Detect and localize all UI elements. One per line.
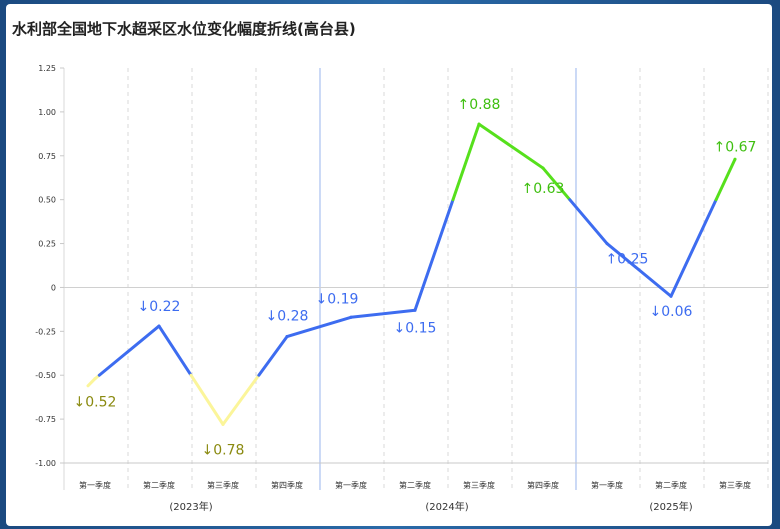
x-tick-label: 第一季度 xyxy=(79,480,111,490)
series-segment xyxy=(285,315,353,339)
series-segment xyxy=(349,308,417,319)
data-point xyxy=(605,242,609,246)
data-label: ↑0.88 xyxy=(458,97,501,113)
series-line xyxy=(86,122,737,426)
data-point xyxy=(733,157,737,161)
data-point xyxy=(157,324,161,328)
data-label: ↓0.22 xyxy=(138,299,181,315)
data-point xyxy=(221,422,225,426)
x-tick-label: 第一季度 xyxy=(591,480,623,490)
series-segment xyxy=(714,157,737,202)
data-label: ↑0.25 xyxy=(606,252,649,268)
series-segment xyxy=(413,198,455,312)
x-tick-label: 第二季度 xyxy=(143,480,175,490)
series-segment xyxy=(541,166,572,202)
data-label: ↓0.19 xyxy=(316,291,359,307)
x-tick-label: 第三季度 xyxy=(463,480,495,490)
series-segment xyxy=(97,324,161,377)
year-label: (2023年) xyxy=(169,500,212,513)
year-label: (2025年) xyxy=(649,500,692,513)
series-segment xyxy=(257,335,289,377)
grid-layer xyxy=(63,68,769,490)
y-tick-label: 1.00 xyxy=(38,108,56,117)
series-segment xyxy=(477,122,545,170)
x-tick-label: 第二季度 xyxy=(655,480,687,490)
x-tick-label: 第一季度 xyxy=(335,480,367,490)
y-tick-label: -0.25 xyxy=(35,327,56,336)
data-point xyxy=(349,315,353,319)
series-segment xyxy=(451,122,481,202)
x-tick-label: 第四季度 xyxy=(271,480,303,490)
data-label: ↑0.63 xyxy=(522,181,565,197)
data-label: ↓0.15 xyxy=(394,320,437,336)
y-tick-label: 1.25 xyxy=(38,64,56,73)
data-label: ↑0.67 xyxy=(714,139,757,155)
series-segment xyxy=(189,373,225,426)
y-tick-label: -0.75 xyxy=(35,415,56,424)
data-point xyxy=(93,377,97,381)
data-labels: ↓0.52 ↓0.22 ↓0.78 ↓0.28 ↓0.19 ↓0.15 ↑0.88 ↑0.63… xyxy=(74,97,757,458)
data-point xyxy=(477,122,481,126)
y-tick-label: 0 xyxy=(51,283,56,292)
data-point xyxy=(669,294,673,298)
series-segment xyxy=(86,377,97,388)
series-segment xyxy=(669,198,718,298)
x-axis-ticks: 第一季度 第二季度 第三季度 第四季度 第一季度 第二季度 第三季度 第四季度 第一季度 第二季度… xyxy=(79,480,751,513)
y-tick-label: -1.00 xyxy=(35,459,56,468)
series-segment xyxy=(605,242,673,298)
data-point xyxy=(413,308,417,312)
series-segment xyxy=(157,324,193,377)
data-label: ↓0.06 xyxy=(650,304,693,320)
x-tick-label: 第三季度 xyxy=(207,480,239,490)
series-segment xyxy=(221,373,261,426)
y-tick-label: 0.75 xyxy=(38,152,56,161)
y-tick-label: -0.50 xyxy=(35,371,56,380)
year-label: (2024年) xyxy=(425,500,468,513)
data-point xyxy=(285,335,289,339)
x-tick-label: 第二季度 xyxy=(399,480,431,490)
chart-title: 水利部全国地下水超采区水位变化幅度折线(高台县) xyxy=(12,20,356,38)
x-tick-label: 第四季度 xyxy=(527,480,559,490)
series-segment xyxy=(568,198,609,246)
y-axis-ticks: 1.25 1.00 0.75 0.50 0.25 0 -0.25 -0.50 -0.75 -1.0… xyxy=(35,64,64,468)
data-label: ↓0.78 xyxy=(202,442,245,458)
chart-panel xyxy=(6,4,772,526)
data-points xyxy=(93,122,737,426)
y-tick-label: 0.25 xyxy=(38,240,56,249)
data-label: ↓0.52 xyxy=(74,395,117,411)
data-label: ↓0.28 xyxy=(266,309,309,325)
y-tick-label: 0.50 xyxy=(38,196,56,205)
data-point xyxy=(541,166,545,170)
x-tick-label: 第三季度 xyxy=(719,480,751,490)
